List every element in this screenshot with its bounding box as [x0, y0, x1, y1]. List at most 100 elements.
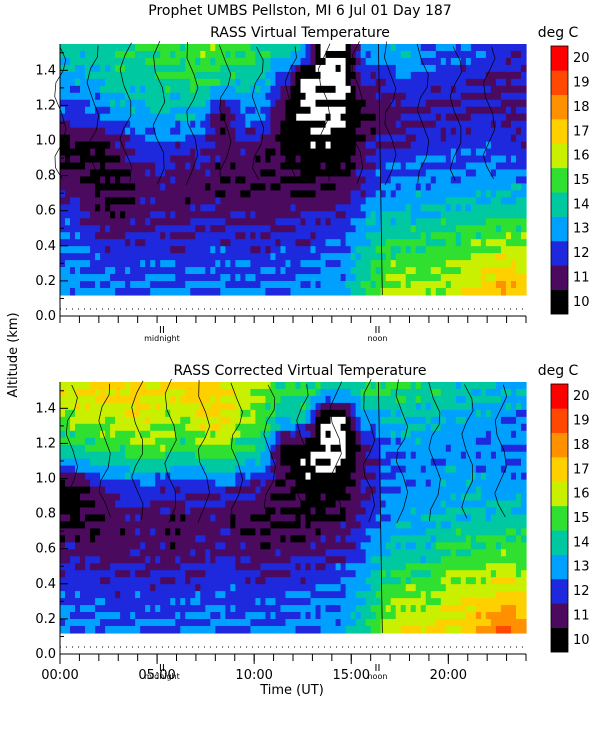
heatmap-cell: [215, 507, 221, 515]
heatmap-cell: [145, 487, 151, 495]
heatmap-cell: [155, 163, 161, 171]
heatmap-cell: [446, 149, 452, 157]
heatmap-cell: [250, 218, 256, 226]
heatmap-cell: [65, 156, 71, 164]
heatmap-cell: [115, 93, 121, 101]
heatmap-cell: [110, 612, 116, 620]
heatmap-cell: [245, 44, 251, 52]
heatmap-cell: [381, 65, 387, 73]
heatmap-cell: [280, 281, 286, 289]
heatmap-cell: [446, 232, 452, 240]
heatmap-cell: [481, 44, 487, 52]
heatmap-cell: [115, 521, 121, 529]
heatmap-cell: [466, 239, 472, 247]
heatmap-cell: [90, 260, 96, 268]
heatmap-cell: [461, 274, 467, 282]
heatmap-cell: [170, 626, 176, 634]
heatmap-cell: [115, 176, 121, 184]
heatmap-cell: [230, 86, 236, 94]
heatmap-cell: [60, 473, 66, 481]
heatmap-cell: [396, 65, 402, 73]
heatmap-cell: [461, 204, 467, 212]
heatmap-cell: [316, 86, 322, 94]
heatmap-cell: [446, 72, 452, 80]
heatmap-cell: [245, 577, 251, 585]
heatmap-cell: [280, 246, 286, 254]
heatmap-cell: [140, 542, 146, 550]
heatmap-cell: [75, 591, 81, 599]
heatmap-cell: [180, 260, 186, 268]
heatmap-cell: [105, 556, 111, 564]
heatmap-cell: [255, 58, 261, 66]
heatmap-cell: [275, 274, 281, 282]
heatmap-cell: [185, 598, 191, 606]
heatmap-cell: [100, 528, 106, 536]
heatmap-cell: [265, 459, 271, 467]
heatmap-cell: [401, 204, 407, 212]
heatmap-cell: [225, 514, 231, 522]
heatmap-cell: [165, 121, 171, 129]
heatmap-cell: [426, 281, 432, 289]
heatmap-cell: [145, 584, 151, 592]
heatmap-cell: [210, 156, 216, 164]
heatmap-cell: [170, 156, 176, 164]
heatmap-cell: [185, 135, 191, 143]
heatmap-cell: [471, 239, 477, 247]
heatmap-cell: [240, 114, 246, 122]
heatmap-cell: [290, 114, 296, 122]
heatmap-cell: [125, 135, 131, 143]
heatmap-cell: [65, 232, 71, 240]
heatmap-cell: [496, 197, 502, 205]
heatmap-cell: [75, 107, 81, 115]
heatmap-cell: [115, 494, 121, 502]
heatmap-cell: [421, 267, 427, 275]
heatmap-cell: [255, 267, 261, 275]
colorbar-swatch: [551, 265, 568, 290]
heatmap-cell: [165, 542, 171, 550]
heatmap-cell: [235, 51, 241, 59]
heatmap-cell: [361, 218, 367, 226]
heatmap-cell: [316, 44, 322, 52]
heatmap-cell: [346, 100, 352, 108]
heatmap-cell: [135, 239, 141, 247]
heatmap-cell: [225, 549, 231, 557]
heatmap-cell: [160, 605, 166, 613]
heatmap-cell: [80, 605, 86, 613]
heatmap-cell: [110, 149, 116, 157]
heatmap-cell: [70, 612, 76, 620]
heatmap-cell: [70, 79, 76, 87]
heatmap-cell: [290, 142, 296, 150]
heatmap-cell: [135, 51, 141, 59]
heatmap-cell: [75, 501, 81, 509]
heatmap-cell: [260, 542, 266, 550]
heatmap-cell: [95, 570, 101, 578]
heatmap-cell: [255, 169, 261, 177]
heatmap-cell: [361, 135, 367, 143]
heatmap-cell: [100, 225, 106, 233]
heatmap-cell: [115, 445, 121, 453]
heatmap-cell: [511, 246, 517, 254]
heatmap-cell: [471, 128, 477, 136]
heatmap-cell: [245, 211, 251, 219]
heatmap-cell: [110, 507, 116, 515]
heatmap-cell: [220, 473, 226, 481]
heatmap-cell: [431, 218, 437, 226]
heatmap-cell: [396, 58, 402, 66]
heatmap-cell: [70, 169, 76, 177]
heatmap-cell: [170, 211, 176, 219]
heatmap-cell: [245, 396, 251, 404]
heatmap-cell: [411, 204, 417, 212]
heatmap-cell: [215, 382, 221, 390]
heatmap-cell: [100, 239, 106, 247]
heatmap-cell: [265, 121, 271, 129]
heatmap-cell: [321, 169, 327, 177]
heatmap-cell: [75, 142, 81, 150]
heatmap-cell: [511, 114, 517, 122]
heatmap-cell: [145, 190, 151, 198]
heatmap-cell: [311, 211, 317, 219]
heatmap-cell: [235, 121, 241, 129]
heatmap-cell: [150, 480, 156, 488]
heatmap-cell: [416, 58, 422, 66]
heatmap-cell: [140, 612, 146, 620]
heatmap-cell: [436, 288, 442, 296]
